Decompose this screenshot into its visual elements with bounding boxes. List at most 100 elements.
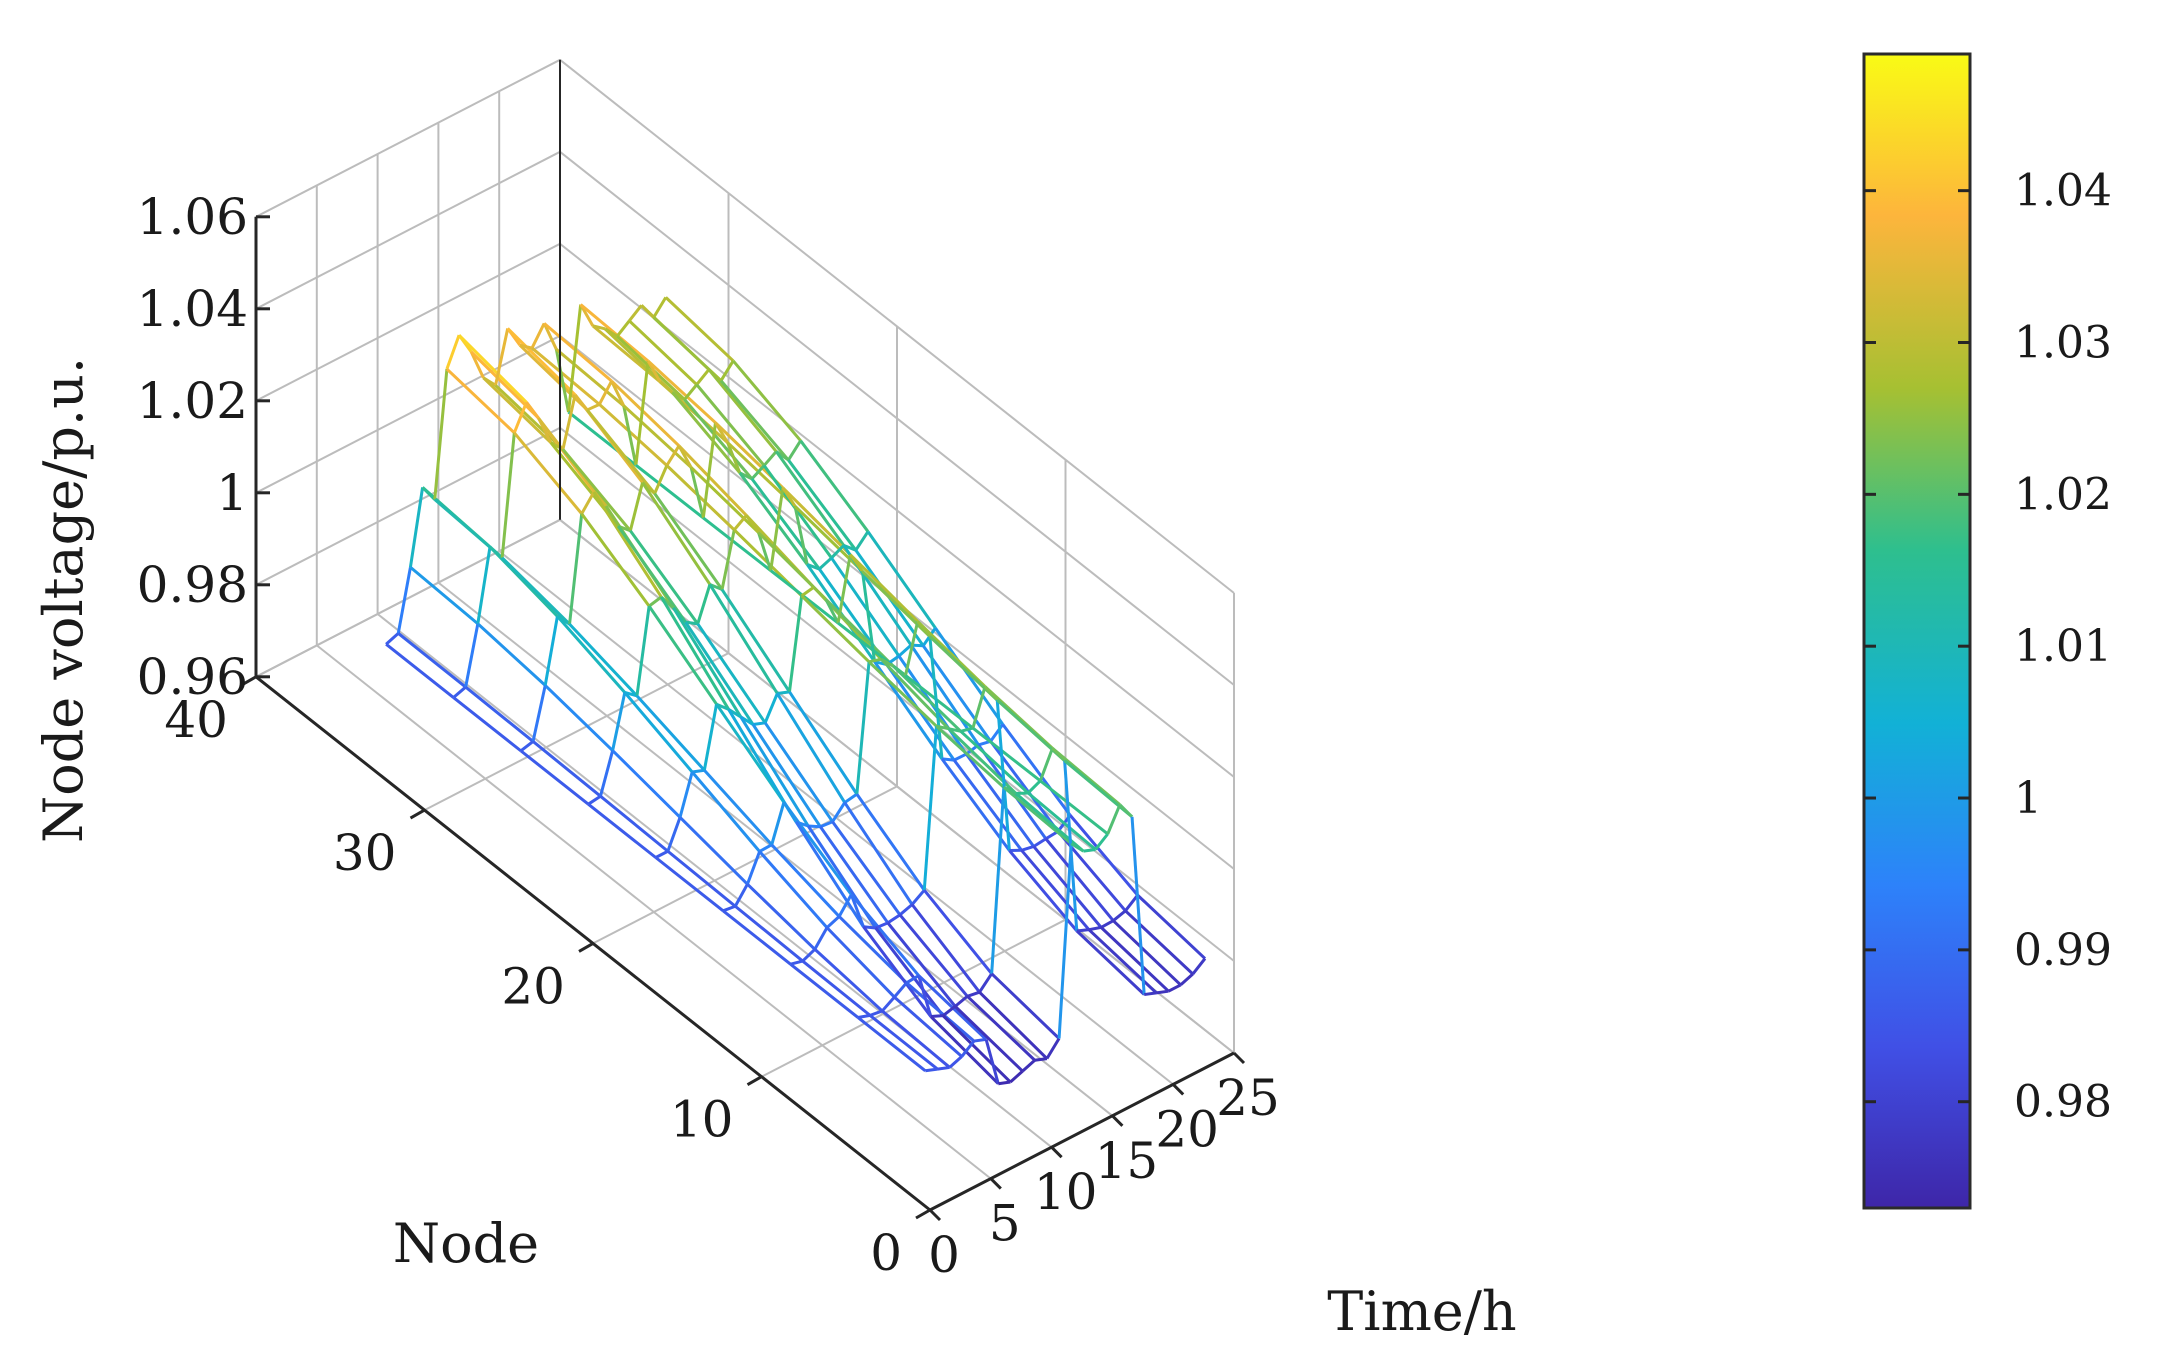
surface-mesh-segment — [904, 674, 974, 730]
surface-mesh-segment — [868, 657, 882, 664]
surface-mesh-segment — [831, 801, 846, 823]
surface-mesh-segment — [808, 824, 821, 829]
surface-mesh-segment — [622, 405, 638, 466]
surface-mesh-segment — [874, 927, 945, 1017]
surface-mesh-segment — [762, 450, 778, 467]
surface-mesh-segment — [701, 422, 717, 519]
surface-mesh-segment — [666, 816, 682, 852]
colorbar: 0.98 0.99 1 1.01 1.02 1.03 1.04 — [1862, 52, 2112, 1210]
surface-mesh-segment — [501, 556, 571, 626]
surface-mesh-segment — [628, 319, 698, 386]
surface-mesh-segment — [752, 721, 766, 726]
surface-mesh-segment — [751, 723, 822, 828]
surface-mesh-segment — [971, 686, 987, 729]
surface-mesh-segment — [659, 596, 730, 711]
surface-mesh-segment — [854, 530, 870, 552]
surface-mesh-segment — [898, 903, 914, 916]
colorbar-tick-label: 1 — [2014, 773, 2042, 824]
surface-mesh-segment — [720, 529, 736, 590]
surface-mesh-segment — [762, 464, 833, 559]
surface-mesh-segment — [544, 684, 614, 752]
surface-mesh-segment — [677, 444, 748, 517]
surface-mesh-segment — [488, 545, 559, 618]
axes-frame — [241, 59, 1246, 1222]
surface-mesh-segment — [922, 644, 992, 743]
surface-mesh-segment — [1087, 928, 1158, 994]
surface-mesh-segment — [1130, 816, 1146, 995]
surface-mesh-segment — [611, 749, 682, 819]
surface-mesh-segment — [629, 529, 699, 625]
surface-mesh-segment — [843, 792, 858, 804]
grid-line — [424, 652, 729, 811]
surface-mesh-segment — [1070, 842, 1085, 853]
surface-mesh-segment — [599, 750, 615, 797]
surface-mesh-segment — [543, 322, 613, 383]
surface-mesh-segment — [708, 583, 779, 695]
surface-mesh-segment — [587, 794, 602, 806]
surface-mesh-segment — [1057, 843, 1073, 1039]
surface-mesh-segment — [653, 464, 669, 495]
surface-mesh-segment — [934, 627, 1005, 726]
surface-mesh-segment — [869, 1014, 939, 1071]
surface-mesh-segment — [690, 466, 760, 534]
surface-mesh-segment — [599, 795, 669, 853]
surface-mesh-segment — [696, 584, 712, 625]
y-tick-mark — [578, 942, 594, 953]
surface-mesh-segment — [586, 402, 601, 412]
surface-mesh-segment — [905, 974, 920, 985]
surface-mesh-segment — [580, 491, 596, 515]
surface-mesh-segment — [1021, 845, 1035, 852]
surface-mesh-segment — [763, 692, 779, 724]
surface-mesh-segment — [722, 904, 736, 913]
surface-mesh-segment — [941, 1014, 1012, 1084]
surface-mesh-segment — [940, 758, 1011, 852]
surface-mesh-segment — [1001, 723, 1072, 817]
surface-mesh-segment — [813, 948, 884, 1013]
surface-mesh-segment — [995, 700, 1011, 851]
surface-mesh-segment — [776, 692, 846, 804]
surface-mesh-segment — [733, 514, 748, 531]
surface-mesh-segment — [787, 595, 804, 693]
surface-mesh-segment — [1076, 928, 1090, 933]
surface-mesh-segment — [830, 544, 845, 559]
surface-mesh-segment — [720, 588, 791, 693]
surface-mesh-segment — [1075, 929, 1146, 996]
surface-mesh-segment — [886, 913, 901, 925]
surface-mesh-segment — [641, 481, 712, 586]
surface-mesh-segment — [746, 850, 761, 885]
surface-mesh-segment — [396, 566, 412, 634]
grid-line — [761, 918, 1066, 1078]
x-tick-mark — [1172, 1083, 1185, 1096]
grid-line — [255, 426, 561, 586]
surface-mesh-segment — [433, 368, 449, 500]
surface-mesh-segment — [702, 703, 718, 771]
surface-mesh-segment — [1156, 989, 1169, 995]
surface-mesh-segment — [750, 477, 821, 570]
surface-mesh-segment — [464, 623, 480, 688]
surface-mesh-segment — [452, 685, 467, 699]
y-tick-mark — [241, 675, 257, 687]
surface-mesh-segment — [500, 432, 516, 558]
x-tick-label: 0 — [928, 1226, 960, 1284]
surface-mesh-segment — [1034, 1057, 1048, 1062]
surface-mesh-segment — [531, 685, 547, 742]
y-tick-label: 0 — [870, 1224, 902, 1282]
surface-mesh-segment — [929, 1015, 1000, 1085]
surface-mesh-segment — [1094, 833, 1109, 851]
surface-mesh-segment — [831, 820, 902, 916]
surface-mesh-segment — [409, 566, 479, 625]
y-tick-label: 20 — [501, 957, 565, 1015]
surface-mesh-segment — [855, 661, 871, 795]
x-tick-mark — [1111, 1114, 1124, 1127]
surface-mesh-segment — [856, 1016, 927, 1072]
surface-mesh-segment — [838, 915, 908, 984]
surface-mesh-segment — [922, 726, 938, 891]
surface-mesh-segment — [777, 690, 790, 695]
colorbar-tick-label: 0.98 — [2014, 1077, 2112, 1128]
surface-mesh-segment — [1038, 747, 1054, 782]
x-tick-label: 20 — [1155, 1100, 1219, 1158]
z-axis-label: Node voltage/p.u. — [32, 357, 95, 843]
surface-mesh-segment — [628, 482, 644, 532]
surface-mesh-segment — [1167, 983, 1182, 993]
surface-mesh-segment — [543, 616, 559, 686]
